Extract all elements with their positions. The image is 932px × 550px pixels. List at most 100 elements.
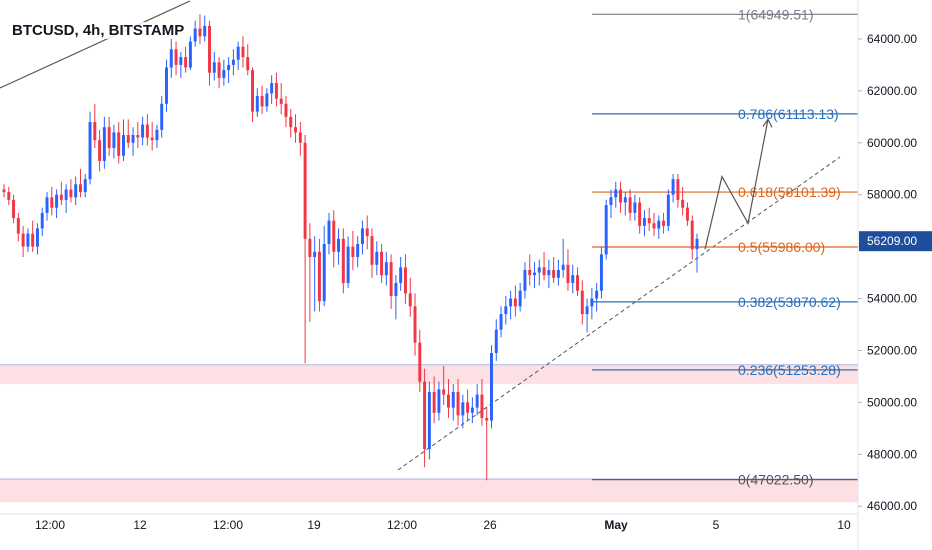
candle-body (389, 262, 393, 296)
candle-body (542, 267, 546, 276)
candle-body (642, 218, 646, 226)
candle-body (480, 394, 484, 418)
candle-body (69, 189, 73, 198)
candle-body (403, 267, 407, 294)
support-zone (0, 478, 858, 503)
candle-body (623, 197, 627, 203)
candle-body (580, 290, 584, 315)
candle-body (193, 28, 197, 42)
candle-body (59, 194, 63, 200)
candle-body (408, 293, 412, 307)
candle-body (16, 218, 20, 234)
candle-body (337, 238, 341, 252)
candle-body (490, 353, 493, 421)
candle-body (423, 381, 427, 450)
candle-body (370, 236, 374, 265)
candle-body (523, 269, 527, 291)
candle-body (619, 189, 623, 203)
candle-body (322, 244, 326, 302)
candle-body (217, 62, 221, 78)
y-tick-label: 58000.00 (867, 188, 917, 202)
candle-body (571, 275, 575, 283)
candle-body (413, 306, 417, 343)
projection-path (704, 118, 773, 250)
candle-body (294, 127, 298, 133)
candle-body (666, 194, 670, 226)
candle-body (566, 264, 570, 283)
candle-body (227, 64, 231, 71)
candle-body (303, 142, 307, 239)
candle-body (208, 25, 211, 73)
candle-body (356, 244, 360, 257)
candles (2, 14, 699, 481)
candle-body (2, 189, 6, 193)
candle-body (313, 251, 317, 257)
candle-body (365, 228, 369, 237)
candle-body (509, 298, 513, 307)
candle-body (78, 184, 82, 193)
candle-body (638, 202, 642, 226)
x-tick-label: 5 (713, 518, 720, 532)
candle-body (466, 402, 470, 413)
candle-body (341, 238, 345, 283)
candle-body (7, 192, 11, 200)
candle-body (375, 251, 379, 265)
candle-body (671, 179, 675, 195)
candle-body (64, 189, 68, 200)
candle-body (346, 246, 350, 283)
candle-body (179, 57, 183, 65)
candle-body (102, 127, 106, 161)
support-trendline (397, 156, 841, 471)
candle-body (126, 134, 130, 143)
y-tick-label: 46000.00 (867, 499, 917, 513)
candle-body (136, 134, 140, 138)
candle-body (12, 199, 16, 219)
candle-body (695, 238, 699, 250)
candle-body (93, 122, 97, 141)
candle-body (585, 306, 589, 315)
candle-body (442, 389, 446, 395)
candle-body (537, 267, 541, 273)
x-tick-label: 26 (483, 518, 497, 532)
candle-body (332, 220, 336, 252)
x-tick-label: 19 (307, 518, 321, 532)
fib-level-label: 1(64949.51) (738, 6, 814, 22)
candle-body (31, 233, 35, 247)
candle-body (274, 83, 278, 99)
candle-body (169, 49, 173, 68)
candle-body (384, 262, 388, 276)
candle-body (504, 306, 508, 315)
x-tick-label: 10 (837, 518, 851, 532)
candle-body (98, 140, 102, 161)
candle-body (145, 124, 149, 138)
candle-body (21, 233, 25, 247)
candle-body (351, 246, 355, 257)
x-tick-label: 12:00 (387, 518, 417, 532)
candle-body (251, 70, 255, 112)
candle-body (513, 298, 517, 307)
fib-level-label: 0.618(58101.39) (738, 184, 841, 200)
y-tick-label: 60000.00 (867, 136, 917, 150)
x-tick-label: May (604, 518, 628, 532)
candle-body (107, 127, 111, 148)
fib-retracement[interactable]: 1(64949.51) 0.786(61113.13) 0.618(58101.39… (592, 6, 858, 488)
y-tick-label: 52000.00 (867, 343, 917, 357)
candle-body (88, 122, 92, 180)
candle-body (676, 179, 680, 200)
candle-body (690, 220, 694, 250)
candle-body (685, 207, 689, 221)
candle-body (160, 103, 164, 130)
projection-arrowhead (762, 118, 773, 128)
chart-title: BTCUSD, 4h, BITSTAMP (10, 22, 187, 39)
candle-body (141, 124, 145, 138)
candle-body (83, 179, 87, 193)
candle-body (150, 137, 154, 141)
support-zone (0, 364, 858, 385)
candle-body (475, 394, 479, 408)
y-tick-label: 50000.00 (867, 395, 917, 409)
y-tick-label: 48000.00 (867, 447, 917, 461)
y-tick-label: 62000.00 (867, 84, 917, 98)
